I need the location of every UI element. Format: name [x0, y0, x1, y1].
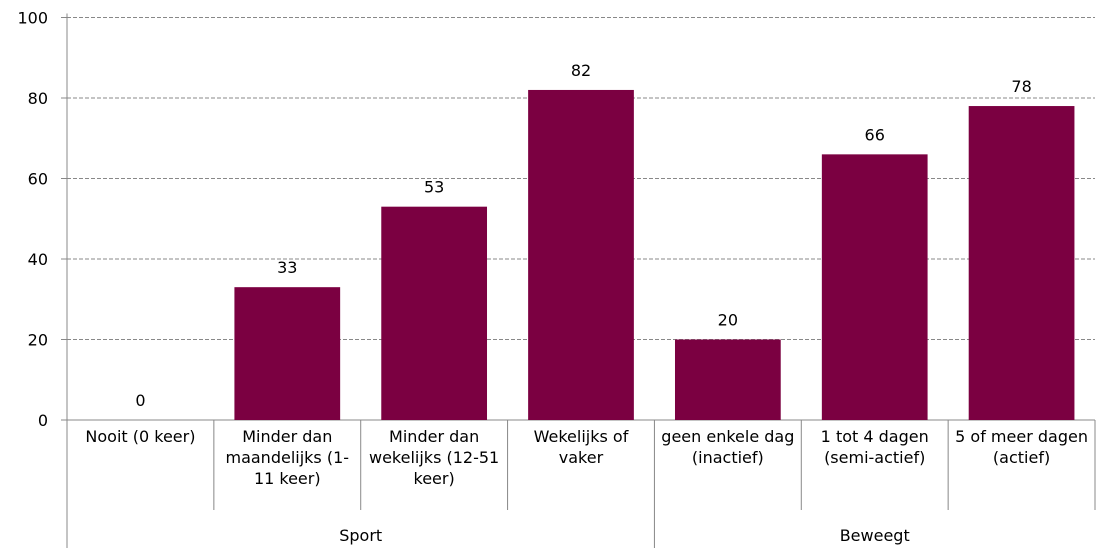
bar [528, 89, 634, 420]
x-tick-label: Minder dan wekelijks (12-51 keer) [369, 427, 500, 488]
x-tick-label: Minder dan maandelijks (1-11 keer) [225, 427, 350, 488]
y-tick-label: 100 [17, 9, 48, 28]
group-label: Sport [339, 526, 383, 545]
x-tick-label: 5 of meer dagen (actief) [955, 427, 1088, 467]
x-tick-label: Nooit (0 keer) [85, 427, 196, 446]
bar [968, 106, 1075, 421]
data-label: 0 [135, 391, 145, 410]
x-tick-label: Wekelijks of vaker [533, 427, 629, 467]
bar [674, 339, 781, 420]
x-tick-label: 1 tot 4 dagen (semi-actief) [820, 427, 929, 467]
y-tick-label: 20 [28, 331, 48, 350]
data-label: 78 [1011, 77, 1031, 96]
data-label: 82 [571, 61, 591, 80]
x-tick-label: geen enkele dag (inactief) [661, 427, 795, 467]
bar [234, 287, 341, 420]
data-label: 53 [424, 178, 444, 197]
y-tick-label: 0 [38, 411, 48, 430]
bar [381, 206, 488, 420]
data-label: 20 [718, 311, 738, 330]
y-tick-label: 80 [28, 89, 48, 108]
y-tick-label: 40 [28, 250, 48, 269]
data-label: 66 [865, 125, 885, 144]
group-label: Beweegt [839, 526, 910, 545]
bar [821, 154, 928, 420]
data-label: 33 [277, 258, 297, 277]
y-tick-label: 60 [28, 170, 48, 189]
